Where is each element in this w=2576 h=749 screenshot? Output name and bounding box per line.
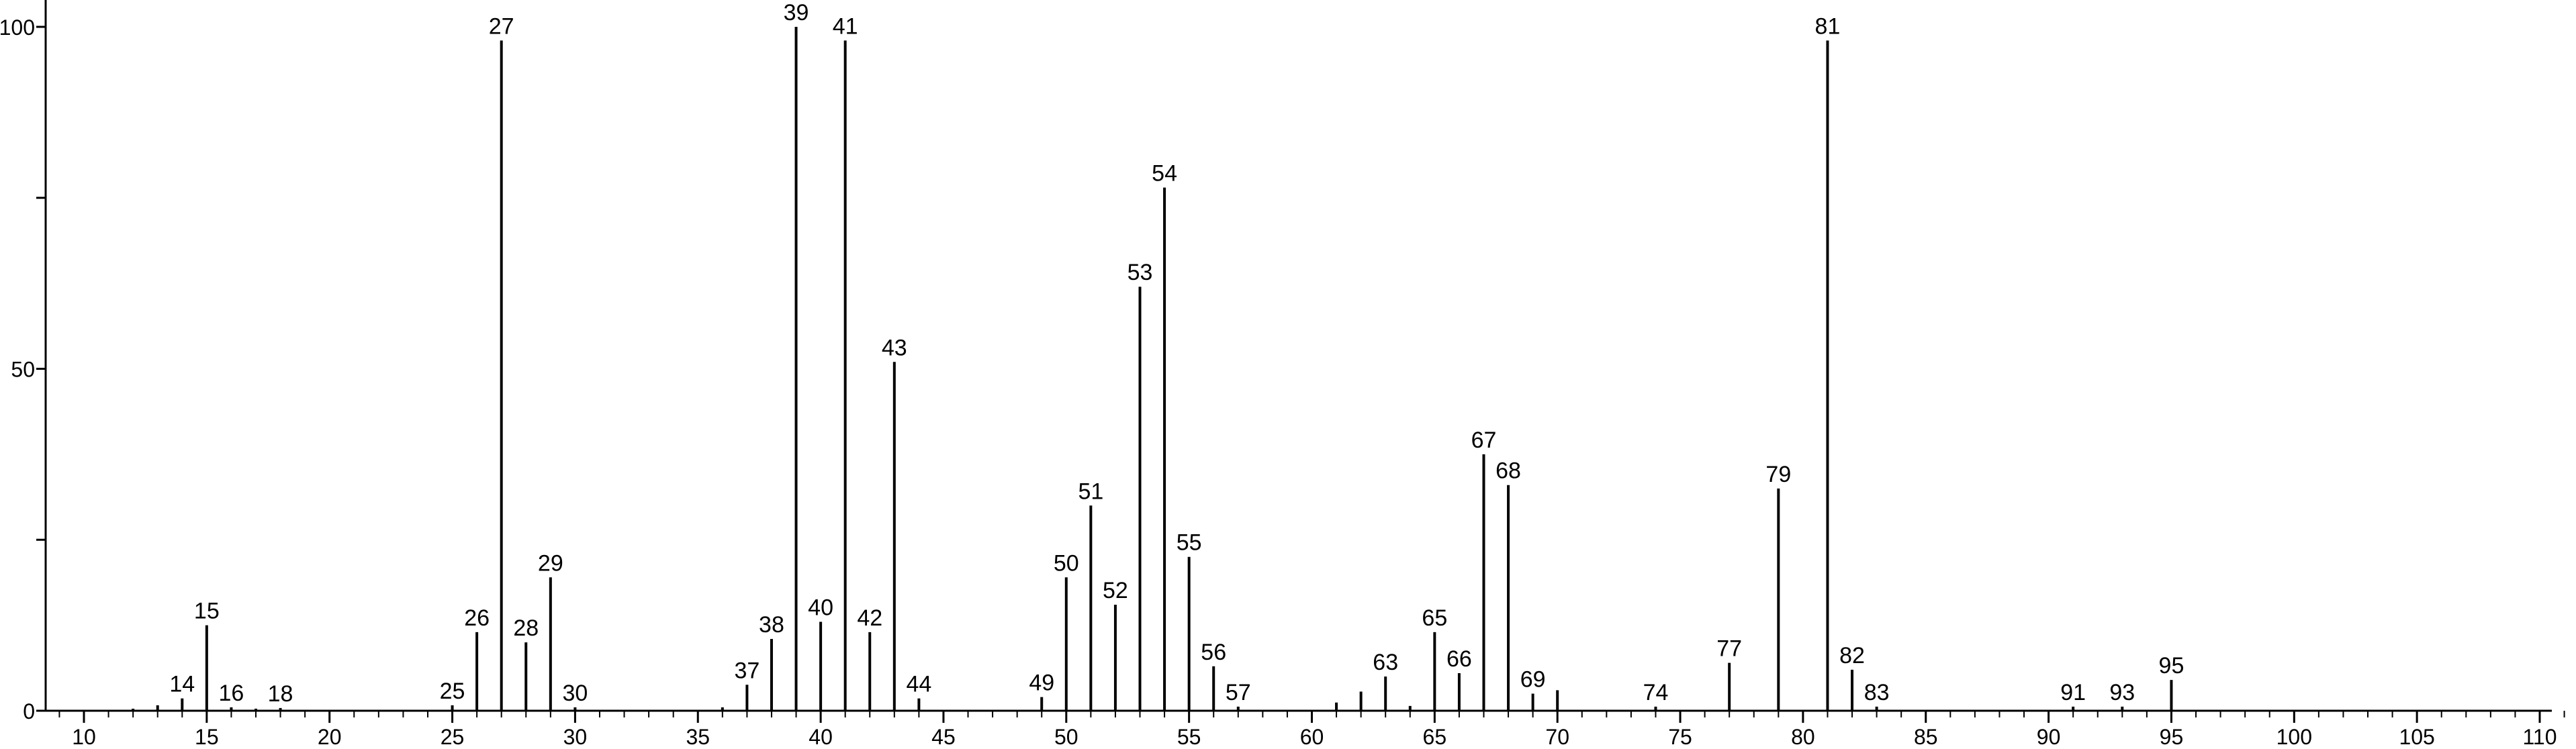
y-tick-label: 0: [23, 699, 35, 723]
peak-label: 53: [1128, 260, 1153, 285]
x-tick-label: 15: [195, 725, 219, 749]
peak-label: 77: [1716, 636, 1742, 662]
x-tick-label: 60: [1300, 725, 1324, 749]
peak-label: 39: [784, 0, 809, 26]
peak-label: 50: [1054, 550, 1079, 576]
x-tick-label: 70: [1545, 725, 1569, 749]
peak-label: 27: [489, 13, 514, 39]
peak-labels: 14 15 16 18 25 26 27 28 29 30 37 38 39 40 41 42 43 44 49 50…: [169, 0, 2184, 707]
peak-label: 81: [1815, 13, 1841, 39]
peak-label: 63: [1373, 650, 1398, 675]
x-tick-label: 30: [563, 725, 588, 749]
peak-label: 66: [1446, 646, 1472, 672]
x-tick-label: 85: [1914, 725, 1938, 749]
y-tick-label: 100: [0, 15, 35, 40]
x-tick-label: 105: [2399, 725, 2434, 749]
peak-label: 68: [1496, 458, 1521, 484]
peak-label: 95: [2159, 653, 2184, 679]
x-tick-label: 80: [1791, 725, 1815, 749]
y-tick-label: 50: [11, 358, 35, 382]
peak-label: 29: [538, 550, 563, 576]
peak-label: 43: [882, 335, 907, 360]
x-tick-label: 95: [2160, 725, 2184, 749]
peak-label: 93: [2109, 680, 2135, 705]
peak-label: 28: [513, 615, 539, 641]
peak-label: 37: [734, 658, 760, 683]
peak-label: 83: [1864, 680, 1890, 705]
peak-label: 55: [1177, 530, 1202, 556]
peak-label: 30: [562, 681, 588, 706]
x-tick-label: 45: [931, 725, 956, 749]
x-tick-label: 10: [72, 725, 96, 749]
peak-label: 82: [1839, 643, 1865, 668]
peak-label: 25: [440, 679, 465, 704]
peak-label: 16: [219, 681, 244, 706]
peak-label: 57: [1226, 680, 1251, 705]
peak-label: 14: [169, 672, 195, 697]
peak-label: 54: [1152, 160, 1177, 186]
peak-label: 74: [1643, 680, 1669, 705]
peak-label: 40: [808, 595, 833, 621]
peak-label: 38: [759, 612, 784, 638]
peak-label: 41: [833, 13, 858, 39]
x-tick-label: 35: [686, 725, 710, 749]
x-tick-label: 65: [1423, 725, 1447, 749]
peak-label: 51: [1078, 479, 1103, 504]
x-tick-label: 90: [2037, 725, 2061, 749]
peak-label: 67: [1471, 428, 1497, 453]
peak-label: 18: [268, 681, 293, 707]
peak-label: 44: [906, 672, 931, 697]
peak-label: 42: [857, 605, 882, 631]
x-tick-label: 40: [809, 725, 833, 749]
peak-label: 79: [1765, 462, 1791, 487]
peak-label: 69: [1520, 667, 1546, 693]
x-tick-label: 50: [1054, 725, 1078, 749]
peak-label: 65: [1422, 605, 1447, 631]
x-tick-label: 100: [2276, 725, 2312, 749]
peak-label: 91: [2060, 680, 2086, 705]
x-tick-label: 25: [441, 725, 465, 749]
x-tick-label: 110: [2522, 725, 2557, 749]
spectrum-peaks: [132, 27, 2173, 711]
peak-label: 56: [1201, 640, 1226, 665]
peak-label: 26: [464, 605, 490, 631]
x-tick-label: 75: [1668, 725, 1692, 749]
peak-label: 15: [194, 599, 220, 624]
x-tick-label: 20: [318, 725, 342, 749]
peak-label: 49: [1029, 670, 1054, 696]
x-tick-label: 55: [1177, 725, 1201, 749]
peak-label: 52: [1103, 578, 1128, 603]
